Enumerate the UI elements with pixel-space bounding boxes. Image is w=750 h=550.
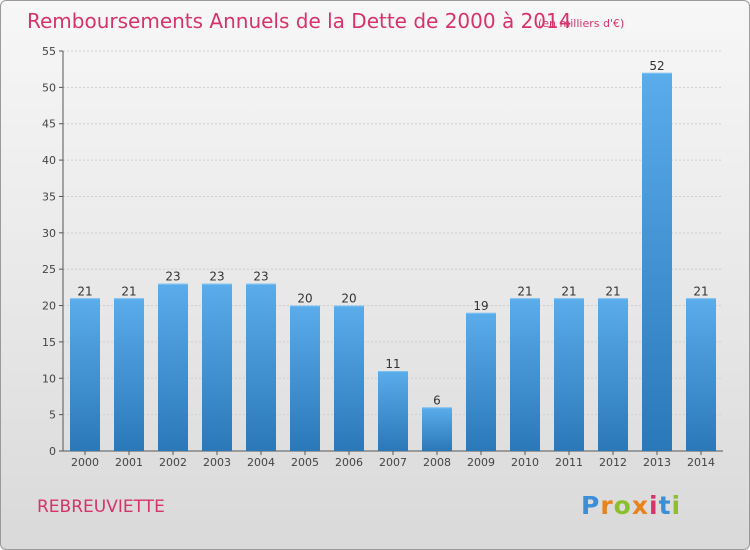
x-tick-label: 2002 — [159, 456, 187, 469]
logo-letter: x — [631, 491, 649, 520]
y-tick-label: 50 — [42, 81, 56, 94]
bar — [642, 72, 672, 452]
y-tick-label: 25 — [42, 263, 56, 276]
data-label: 23 — [165, 270, 180, 284]
y-tick-label: 10 — [42, 372, 56, 385]
data-label: 23 — [209, 270, 224, 284]
data-label: 21 — [605, 284, 620, 298]
bar — [334, 305, 364, 451]
y-tick-label: 15 — [42, 336, 56, 349]
x-tick-label: 2001 — [115, 456, 143, 469]
logo-letter: o — [613, 491, 632, 520]
bar — [554, 298, 584, 451]
y-tick-label: 0 — [49, 445, 56, 458]
bar — [466, 312, 496, 451]
x-tick-label: 2000 — [71, 456, 99, 469]
x-tick-label: 2005 — [291, 456, 319, 469]
y-tick-label: 35 — [42, 190, 56, 203]
x-tick-label: 2007 — [379, 456, 407, 469]
bar — [70, 298, 100, 451]
y-tick-label: 20 — [42, 300, 56, 313]
x-tick-label: 2010 — [511, 456, 539, 469]
data-label: 20 — [297, 292, 312, 306]
data-label: 11 — [385, 357, 400, 371]
data-label: 21 — [517, 284, 532, 298]
logo-letter: r — [600, 491, 614, 520]
data-label: 6 — [433, 393, 441, 407]
data-label: 21 — [121, 284, 136, 298]
y-tick-label: 55 — [42, 45, 56, 58]
chart-unit-note: (en milliers d'€) — [538, 17, 625, 30]
bar — [510, 298, 540, 451]
y-tick-label: 30 — [42, 227, 56, 240]
x-tick-label: 2014 — [687, 456, 715, 469]
logo-letter: i — [649, 491, 659, 520]
logo-letter: t — [658, 491, 672, 520]
x-tick-label: 2004 — [247, 456, 275, 469]
y-tick-label: 40 — [42, 154, 56, 167]
bar — [686, 298, 716, 451]
x-tick-label: 2008 — [423, 456, 451, 469]
chart-title: Remboursements Annuels de la Dette de 20… — [27, 9, 572, 33]
bar — [246, 283, 276, 451]
data-label: 23 — [253, 270, 268, 284]
bar — [378, 371, 408, 451]
y-tick-label: 5 — [49, 409, 56, 422]
x-tick-label: 2011 — [555, 456, 583, 469]
data-label: 21 — [561, 284, 576, 298]
bar — [290, 305, 320, 451]
y-tick-label: 45 — [42, 118, 56, 131]
bar — [422, 407, 452, 451]
data-label: 19 — [473, 299, 488, 313]
data-label: 21 — [77, 284, 92, 298]
x-tick-label: 2009 — [467, 456, 495, 469]
bar — [114, 298, 144, 451]
x-tick-label: 2003 — [203, 456, 231, 469]
bar — [598, 298, 628, 451]
logo-letter: P — [581, 491, 601, 520]
data-label: 52 — [649, 59, 664, 73]
data-label: 20 — [341, 292, 356, 306]
bar — [158, 283, 188, 451]
bar — [202, 283, 232, 451]
proxiti-logo: Proxiti — [581, 491, 681, 520]
x-tick-label: 2013 — [643, 456, 671, 469]
logo-letter: i — [671, 491, 682, 520]
x-tick-label: 2006 — [335, 456, 363, 469]
x-tick-label: 2012 — [599, 456, 627, 469]
data-label: 21 — [693, 284, 708, 298]
commune-name: REBREUVIETTE — [37, 497, 165, 517]
